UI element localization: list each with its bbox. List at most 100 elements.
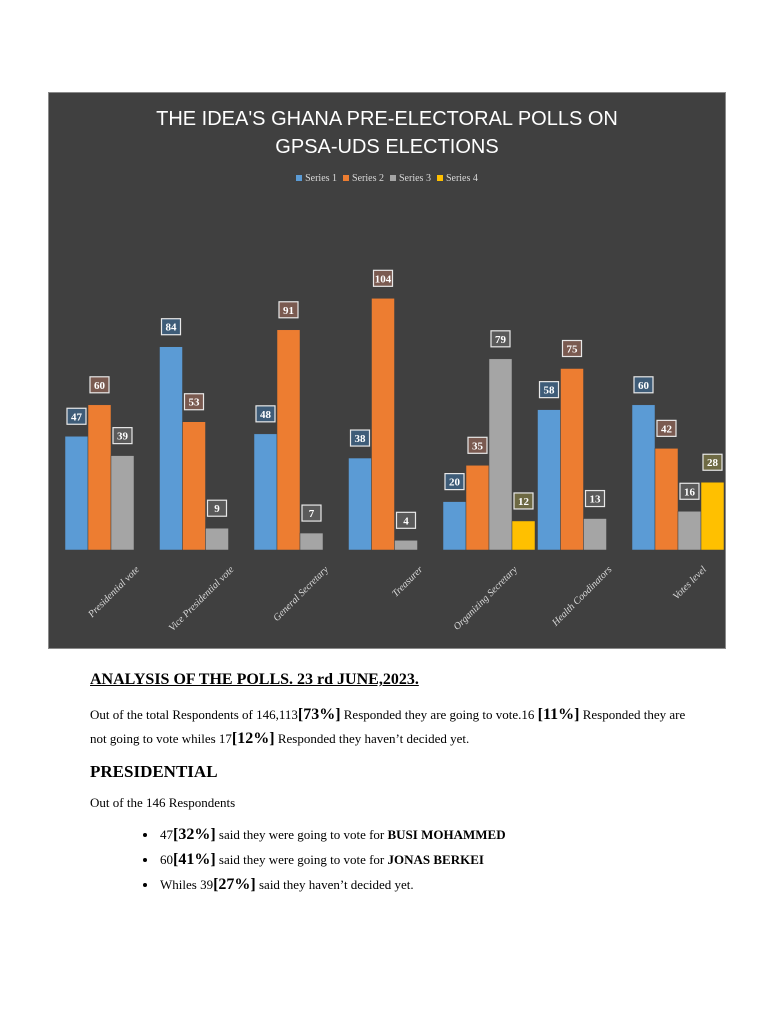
legend-label: Series 1 [305, 173, 338, 184]
data-label-box [206, 499, 228, 517]
bar [253, 433, 278, 551]
data-label: 39 [117, 431, 129, 443]
legend-label: Series 4 [445, 173, 478, 184]
data-label: 91 [283, 305, 294, 317]
data-label-box [112, 427, 133, 445]
list-item: Whiles 39[27%] said they haven’t decided… [158, 872, 506, 897]
bar [465, 465, 490, 551]
category-label: Organizing Secretary [452, 564, 521, 633]
legend-item: Series 1 [296, 173, 337, 184]
legend-swatch [390, 175, 396, 181]
bar [64, 436, 89, 551]
data-label-box [278, 301, 299, 319]
bar [677, 511, 702, 551]
data-label-box [584, 489, 606, 508]
text-run: Out of the total Respondents of 146,113 [90, 707, 298, 722]
data-label-box [395, 511, 417, 529]
candidate-name: JONAS BERKEI [387, 852, 484, 867]
data-label-box [349, 429, 371, 447]
data-label: 13 [590, 494, 602, 506]
data-label-box [89, 376, 110, 394]
presidential-results-list: 47[32%] said they were going to vote for… [140, 822, 506, 897]
text-run: Responded they haven’t decided yet. [274, 731, 470, 746]
data-label-box [656, 419, 677, 437]
bar [488, 358, 513, 551]
bar [654, 448, 679, 551]
bar [87, 404, 112, 551]
data-label: 47 [71, 411, 83, 423]
data-label: 60 [638, 380, 650, 392]
data-label: 53 [189, 397, 201, 409]
bar [511, 520, 536, 551]
legend-swatch [436, 175, 443, 181]
data-label-box [633, 376, 654, 394]
respondents-text: Out of the 146 Respondents [90, 795, 236, 810]
data-label-box [561, 339, 583, 358]
data-label: 58 [544, 385, 556, 397]
percent-value: [73%] [297, 706, 341, 723]
bar [700, 481, 725, 551]
list-item: 47[32%] said they were going to vote for… [158, 822, 506, 847]
bar [537, 409, 561, 551]
bar [442, 501, 467, 551]
summary-paragraph: Out of the total Respondents of 146,113[… [90, 703, 690, 751]
bar [394, 540, 418, 551]
text-run: Responded they are not going to vote whi… [90, 707, 686, 746]
bar [205, 527, 229, 551]
data-label-box [490, 330, 511, 348]
category-label: Presidential vote [86, 564, 143, 621]
bar [182, 421, 206, 551]
data-label: 16 [684, 486, 696, 498]
list-item: 60[41%] said they were going to vote for… [158, 847, 506, 872]
legend-label: Series 2 [352, 173, 384, 184]
data-label: 38 [355, 433, 367, 445]
legend-label: Series 3 [399, 173, 431, 184]
chart-title: THE IDEA'S GHANA PRE-ELECTORAL POLLS ON … [156, 108, 618, 158]
text-run: Whiles 39 [160, 877, 214, 892]
percent-value: [11%] [537, 706, 580, 723]
data-label-box [255, 405, 276, 423]
data-label-box [66, 407, 87, 425]
bar [583, 518, 607, 551]
category-label: Votes level [671, 564, 709, 602]
data-label-box [183, 393, 205, 411]
data-label: 60 [94, 380, 106, 392]
category-label: Treasurer [390, 564, 425, 599]
candidate-name: BUSI MOHAMMED [387, 827, 506, 842]
data-label: 35 [472, 440, 484, 452]
data-label: 12 [518, 496, 530, 508]
analysis-heading: ANALYSIS OF THE POLLS. 23 rd JUNE,2023. [90, 671, 419, 688]
data-label-box [702, 453, 723, 471]
text-run: said they were going to vote for [215, 827, 388, 842]
data-label: 20 [449, 477, 461, 489]
data-label-box [513, 492, 534, 510]
percent-value: [32%] [173, 826, 216, 843]
data-label: 42 [661, 423, 673, 435]
chart-plot: 47 60 39 Presidential vote 84 53 9 Vice Preside… [64, 269, 725, 634]
percent-value: [12%] [231, 730, 275, 747]
data-label: 9 [214, 503, 220, 515]
data-label: 75 [567, 344, 579, 356]
bar [276, 329, 301, 551]
category-label: Vice Presidential vote [167, 564, 237, 634]
bar [299, 532, 324, 551]
legend-swatch [343, 175, 350, 181]
data-label: 104 [375, 273, 392, 285]
data-label: 7 [309, 508, 315, 520]
text-run: said they haven’t decided yet. [255, 877, 414, 892]
bar [348, 457, 372, 551]
data-label-box [160, 318, 182, 336]
bar [560, 368, 584, 551]
bar-chart: THE IDEA'S GHANA PRE-ELECTORAL POLLS ON … [48, 92, 726, 649]
data-label-box [538, 381, 560, 399]
percent-value: [27%] [213, 876, 256, 893]
data-label: 28 [707, 457, 719, 469]
data-label-box [372, 269, 394, 287]
category-label: General Secretary [271, 564, 331, 624]
data-label: 84 [166, 322, 178, 334]
percent-value: [41%] [173, 851, 216, 868]
legend-item: Series 2 [343, 173, 384, 184]
text-run: 60 [160, 852, 173, 867]
data-label-box [679, 482, 700, 500]
text-run: said they were going to vote for [215, 852, 388, 867]
